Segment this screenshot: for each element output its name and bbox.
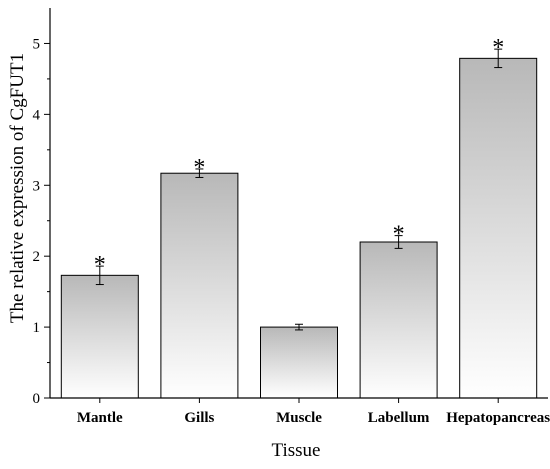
x-tick-label: Gills: [184, 410, 214, 426]
x-tick-label: Muscle: [276, 410, 322, 426]
significance-star: *: [193, 155, 205, 181]
significance-star: *: [94, 252, 106, 278]
y-tick-label: 3: [33, 178, 41, 194]
y-tick-label: 1: [33, 320, 41, 336]
bar-hepatopancreas: [459, 57, 538, 399]
x-tick-label: Mantle: [77, 410, 123, 426]
bars-layer: * * * *: [60, 35, 538, 399]
bar-mantle: [60, 274, 139, 399]
bar-labellum: [359, 241, 438, 399]
significance-star: *: [393, 222, 405, 248]
y-tick-label: 4: [33, 107, 41, 123]
y-tick-label: 2: [33, 249, 41, 265]
y-axis-title: The relative expression of CgFUT1: [7, 53, 28, 323]
y-tick-label: 0: [33, 391, 41, 407]
x-tick-label: Labellum: [368, 410, 430, 426]
x-tick-label: Hepatopancreas: [446, 410, 550, 426]
bar-muscle: [260, 326, 338, 399]
x-axis-title: Tissue: [272, 440, 321, 461]
y-tick-label: 5: [33, 36, 41, 52]
bar-gills: [160, 172, 239, 399]
axes-layer: Mantle Gills Muscle Labellum Hepatopancreas 0…: [33, 8, 550, 426]
significance-star: *: [492, 35, 504, 61]
